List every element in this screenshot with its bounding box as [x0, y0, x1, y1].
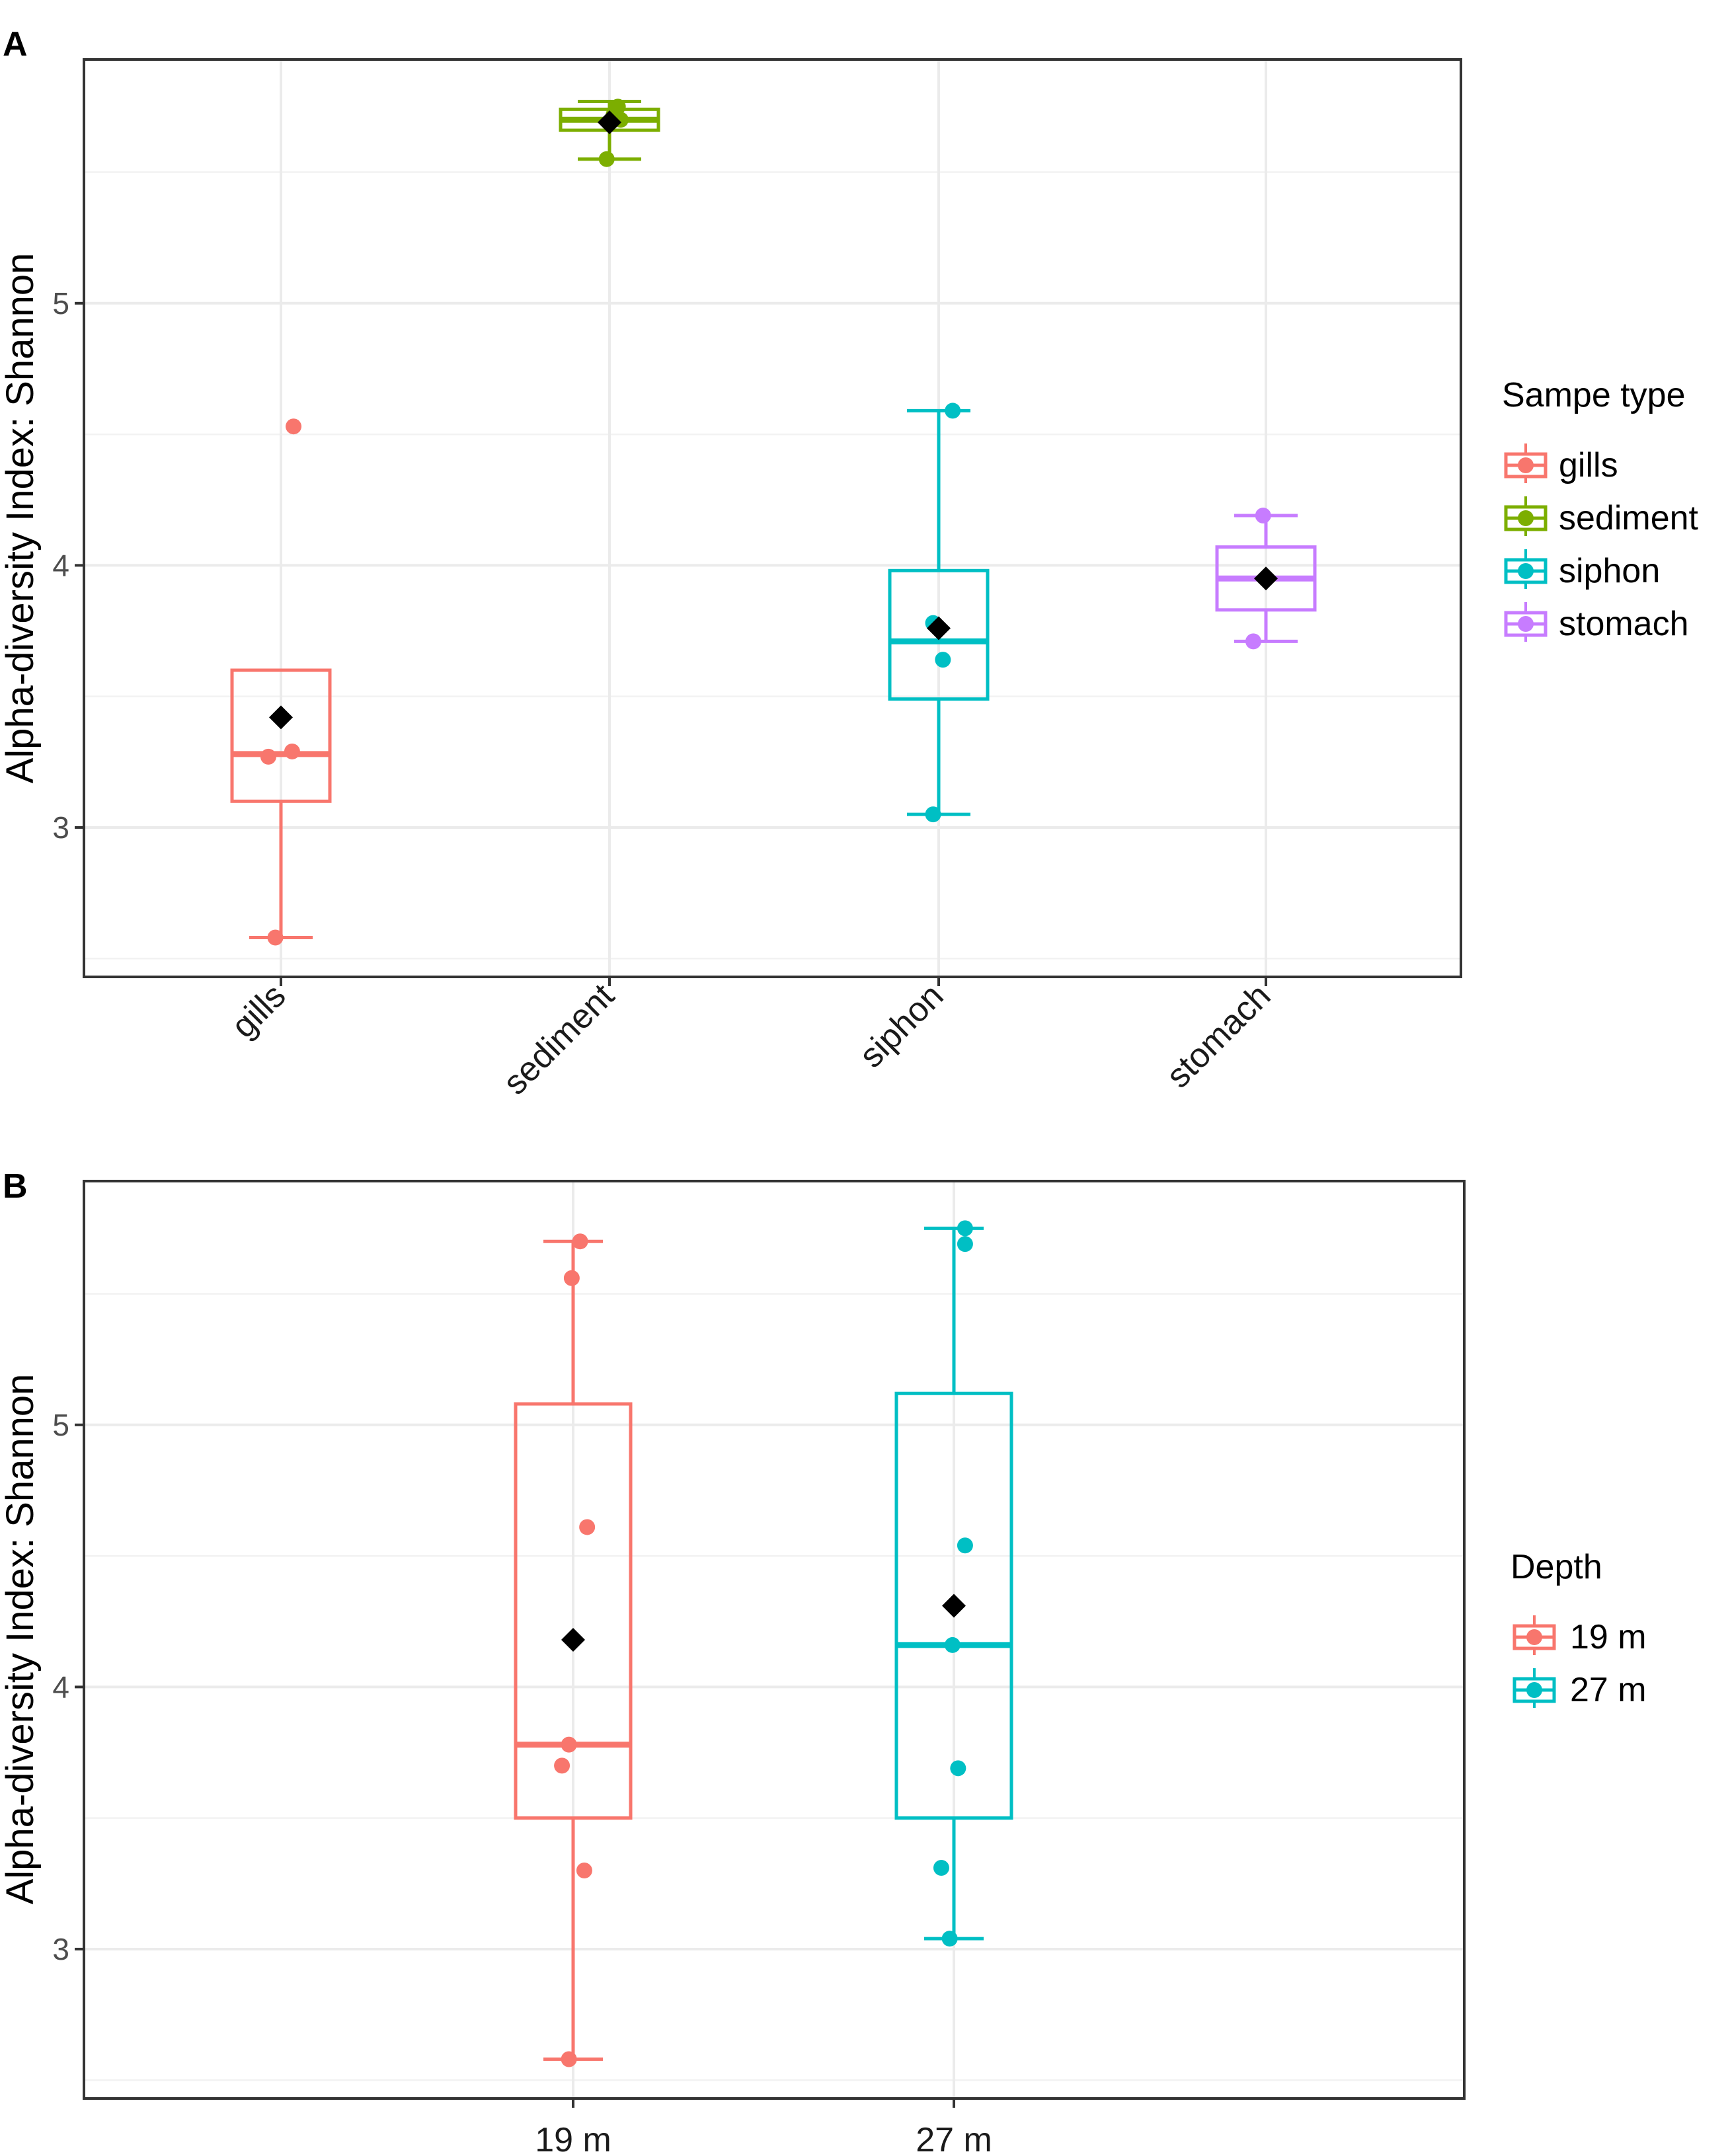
x-tick-label: stomach — [1159, 976, 1278, 1095]
data-point — [561, 2051, 577, 2067]
data-point — [957, 1537, 973, 1554]
legend: Depth 19 m 27 m — [1511, 1548, 1647, 1709]
data-point — [933, 1860, 949, 1876]
plot-frame — [83, 1180, 1466, 2100]
panel-a: A 3 4 5 gills sediment siphon stomach Alpha-dive… — [0, 25, 1699, 1102]
data-point — [284, 743, 300, 759]
data-point — [598, 151, 615, 167]
data-point — [941, 1931, 958, 1947]
legend-label: 19 m — [1570, 1618, 1647, 1656]
legend-item-stomach: stomach — [1504, 602, 1689, 643]
legend-item-sediment: sediment — [1504, 496, 1699, 537]
y-axis-label: Alpha-diversity Index: Shannon — [0, 1374, 42, 1905]
x-tick-label: gills — [224, 976, 293, 1045]
data-point — [1255, 508, 1271, 524]
x-tick-label: 27 m — [916, 2121, 992, 2156]
mean-marker — [561, 1628, 585, 1652]
legend-key-point — [1518, 563, 1534, 579]
x-tick-label: sediment — [496, 976, 622, 1102]
data-point — [267, 929, 284, 946]
box — [888, 568, 990, 701]
series-gills — [230, 418, 332, 946]
legend-item-gills: gills — [1504, 443, 1618, 484]
box — [894, 1391, 1013, 1820]
data-point — [563, 1270, 580, 1286]
legend-key-point — [1518, 457, 1534, 473]
y-tick-label: 4 — [52, 548, 69, 582]
data-point — [1245, 633, 1261, 650]
data-point — [957, 1220, 973, 1237]
y-axis-label: Alpha-diversity Index: Shannon — [0, 253, 42, 784]
legend: Sampe type gills sediment siphon stomach — [1502, 376, 1699, 643]
series-stomach — [1215, 508, 1317, 650]
data-point — [576, 1862, 592, 1878]
data-point — [561, 1736, 577, 1753]
series-19-m — [514, 1233, 633, 2067]
x-tick-label: 19 m — [535, 2121, 611, 2156]
y-tick-label: 5 — [52, 1408, 69, 1442]
y-tick-label: 5 — [52, 286, 69, 321]
y-tick-label: 3 — [52, 810, 69, 845]
x-tick-label: siphon — [852, 976, 951, 1075]
y-tick-label: 4 — [52, 1670, 69, 1704]
legend-item-27-m: 27 m — [1512, 1668, 1647, 1709]
legend-label: sediment — [1559, 499, 1699, 537]
data-point — [957, 1236, 973, 1252]
legend-label: siphon — [1559, 552, 1660, 590]
legend-label: 27 m — [1570, 1671, 1647, 1709]
box — [514, 1402, 633, 1820]
data-point — [944, 1636, 961, 1653]
series-sediment — [559, 98, 660, 167]
data-point — [554, 1757, 570, 1774]
data-point — [286, 418, 302, 435]
data-point — [945, 403, 961, 419]
data-point — [579, 1519, 596, 1535]
data-point — [260, 748, 276, 765]
legend-title: Sampe type — [1502, 376, 1686, 414]
panel-label: A — [3, 25, 28, 63]
legend-item-19-m: 19 m — [1512, 1615, 1647, 1656]
y-tick-label: 3 — [52, 1932, 69, 1966]
legend-key-point — [1526, 1629, 1542, 1645]
legend-item-siphon: siphon — [1504, 549, 1660, 590]
data-point — [572, 1233, 588, 1250]
mean-marker — [942, 1594, 966, 1618]
mean-marker — [1254, 566, 1278, 591]
legend-label: gills — [1559, 446, 1618, 484]
legend-key-point — [1518, 510, 1534, 526]
mean-marker — [269, 705, 293, 730]
series-27-m — [894, 1220, 1013, 1947]
panel-b: B 3 4 5 19 m 27 m Alpha-diversity Index: Shann… — [0, 1167, 1647, 2156]
series-siphon — [888, 403, 990, 823]
panel-label: B — [3, 1167, 28, 1206]
data-point — [935, 652, 951, 668]
data-point — [925, 806, 941, 823]
box — [230, 668, 332, 803]
legend-key-point — [1526, 1682, 1542, 1698]
plot-frame — [83, 58, 1462, 978]
legend-key-point — [1518, 616, 1534, 632]
legend-label: stomach — [1559, 605, 1689, 643]
legend-title: Depth — [1511, 1548, 1602, 1586]
data-point — [950, 1760, 966, 1777]
mean-marker — [598, 110, 621, 135]
mean-marker — [927, 616, 951, 640]
